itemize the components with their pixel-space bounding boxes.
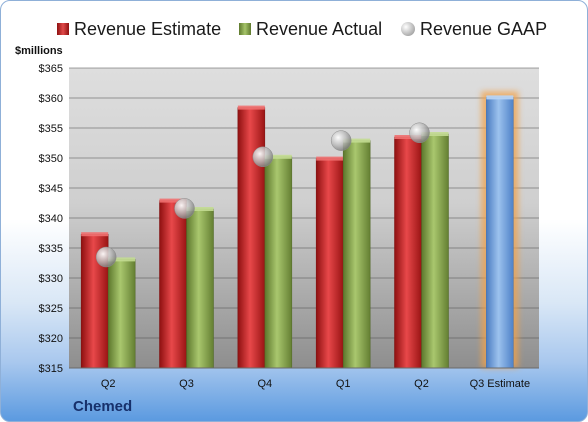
bars-layer <box>80 91 519 369</box>
y-tick-label: $340 <box>39 213 63 225</box>
x-tick-label: Q2 <box>414 378 429 390</box>
bar-revenue-actual <box>342 140 371 369</box>
y-tick-label: $365 <box>39 63 63 75</box>
legend-swatch-gaap <box>401 22 415 37</box>
bar-cap-revenue-actual <box>108 257 136 262</box>
marker-revenue-gaap <box>330 130 352 151</box>
bar-q3-estimate <box>486 97 514 369</box>
y-tick-label: $350 <box>39 153 63 165</box>
gaap-markers <box>95 122 430 268</box>
bar-revenue-estimate <box>394 136 422 369</box>
bar-cap-revenue-actual <box>264 154 292 159</box>
company-name: Chemed <box>73 398 133 415</box>
legend-label-estimate: Revenue Estimate <box>74 19 222 39</box>
bar-revenue-actual <box>107 259 136 369</box>
bar-cap-revenue-actual <box>421 132 449 136</box>
legend-item-actual: Revenue Actual <box>239 15 382 43</box>
bar-cap-revenue-estimate <box>237 105 265 110</box>
x-axis-ticks: Q2 Q3 Q4 Q1 Q2 Q3 Estimate <box>101 378 530 390</box>
x-tick-label: Q1 <box>336 378 351 390</box>
y-tick-label: $360 <box>39 93 63 105</box>
marker-revenue-gaap <box>252 146 274 168</box>
bar-cap-revenue-estimate <box>394 135 422 139</box>
y-axis-ticks: $315 $320 $325 $330 $335 $340 $345 $350 $355 $360… <box>39 63 63 375</box>
y-tick-label: $335 <box>39 243 63 255</box>
bar-revenue-estimate <box>80 233 109 369</box>
bar-cap-revenue-estimate <box>81 232 109 237</box>
marker-revenue-gaap <box>174 198 195 219</box>
x-tick-label: Q4 <box>257 378 272 390</box>
legend-item-estimate: Revenue Estimate <box>57 15 221 43</box>
gridlines <box>69 67 539 369</box>
bar-revenue-actual <box>186 208 214 369</box>
x-tick-label: Q2 <box>101 378 116 390</box>
bar-revenue-actual <box>421 133 449 369</box>
y-tick-label: $330 <box>39 273 63 285</box>
bar-cap-revenue-estimate <box>316 156 344 161</box>
bar-cap-revenue-estimate <box>159 198 187 203</box>
bar-revenue-estimate <box>159 200 187 369</box>
legend-swatch-actual <box>239 23 251 36</box>
bar-cap-revenue-actual <box>186 207 214 211</box>
marker-revenue-gaap <box>95 246 117 268</box>
bar-revenue-estimate <box>315 158 344 369</box>
marker-revenue-gaap <box>409 122 430 144</box>
y-tick-label: $325 <box>39 303 63 315</box>
y-tick-label: $345 <box>39 183 63 195</box>
chart-legend: Revenue Estimate Revenue Actual Revenue … <box>1 15 587 43</box>
bar-revenue-actual <box>264 156 293 369</box>
legend-label-gaap: Revenue GAAP <box>420 19 548 39</box>
y-tick-label: $320 <box>39 333 63 345</box>
legend-swatch-estimate <box>57 23 69 36</box>
legend-label-actual: Revenue Actual <box>256 19 383 39</box>
y-axis-unit-label: $millions <box>15 45 63 57</box>
bar-cap-q3-estimate <box>486 95 514 100</box>
x-tick-label: Q3 <box>179 378 194 390</box>
y-tick-label: $355 <box>39 123 63 135</box>
legend-item-gaap: Revenue GAAP <box>401 15 547 43</box>
x-tick-label: Q3 Estimate <box>470 378 531 390</box>
bar-revenue-estimate <box>237 107 266 369</box>
bar-cap-revenue-actual <box>343 138 371 143</box>
y-tick-label: $315 <box>39 363 63 375</box>
